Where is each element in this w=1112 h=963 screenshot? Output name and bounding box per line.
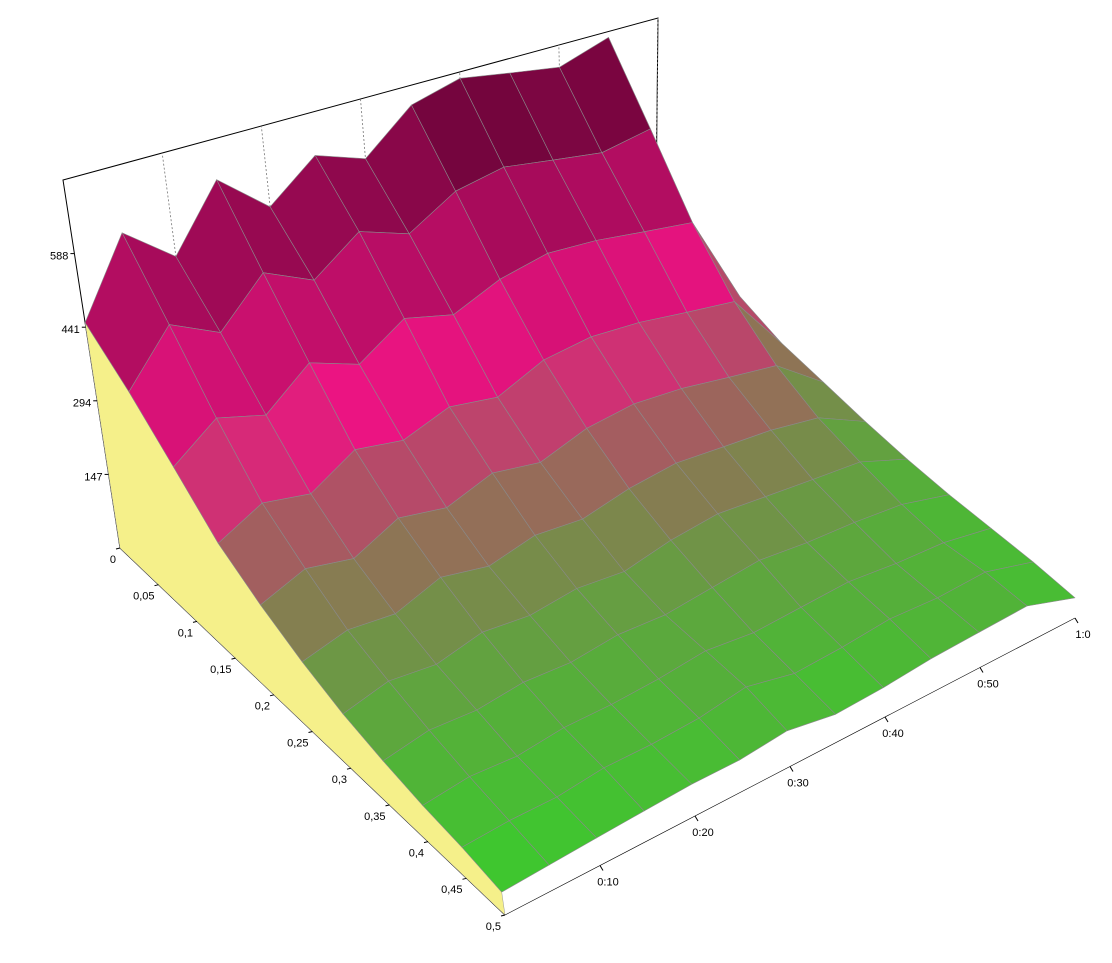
- x-tick: [154, 584, 159, 587]
- z-tick-label: 147: [84, 471, 102, 483]
- x-tick: [346, 767, 352, 770]
- x-tick: [192, 620, 198, 623]
- x-tick-label: 0,2: [255, 701, 270, 713]
- z-tick-label: 294: [73, 398, 91, 410]
- x-tick-label: 0,3: [332, 774, 347, 786]
- y-tick: [884, 716, 889, 723]
- y-tick: [599, 865, 604, 871]
- y-tick-label: 0:40: [882, 728, 903, 740]
- y-tick: [1074, 617, 1079, 624]
- x-tick: [462, 877, 467, 880]
- x-tick: [500, 914, 506, 917]
- y-tick-label: 0:20: [692, 827, 713, 839]
- surface-cell: [461, 820, 550, 893]
- x-tick-label: 0,25: [287, 737, 308, 749]
- x-tick-label: 0,5: [486, 921, 501, 933]
- y-tick-label: 0:10: [597, 876, 618, 888]
- z-tick-label: 441: [61, 324, 79, 336]
- x-tick: [308, 731, 313, 733]
- x-tick: [269, 694, 275, 697]
- y-tick-label: 1:0: [1075, 629, 1090, 641]
- x-tick-label: 0,45: [441, 884, 462, 896]
- x-tick-label: 0,15: [210, 664, 231, 676]
- x-tick: [231, 657, 236, 660]
- x-tick-label: 0,1: [178, 627, 193, 639]
- z-tick-label: 588: [50, 251, 68, 263]
- x-tick: [423, 841, 429, 844]
- y-tick-label: 0:50: [977, 678, 998, 690]
- y-tick: [979, 667, 984, 673]
- x-tick-label: 0,35: [364, 811, 385, 823]
- x-tick: [385, 804, 390, 807]
- y-tick: [789, 766, 794, 772]
- y-tick: [694, 815, 699, 822]
- y-tick-label: 0:30: [787, 777, 808, 789]
- x-tick-label: 0,4: [409, 848, 424, 860]
- x-tick-label: 0,05: [133, 591, 154, 603]
- x-tick: [115, 547, 121, 550]
- x-tick-label: 0: [110, 554, 116, 566]
- grid-line: [161, 152, 210, 507]
